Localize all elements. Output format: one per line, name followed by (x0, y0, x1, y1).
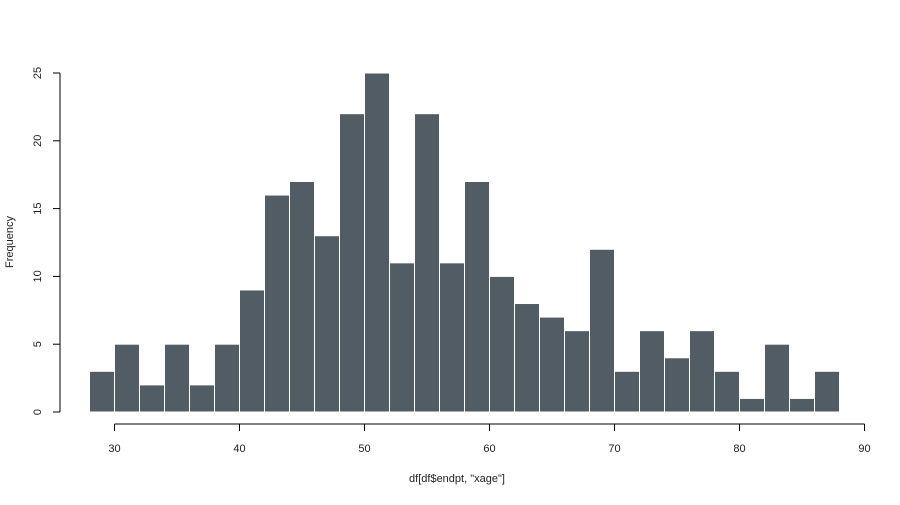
histogram-bar (714, 370, 740, 413)
histogram-bar (814, 370, 840, 413)
histogram-bar (214, 343, 240, 413)
histogram-bar (314, 235, 340, 413)
histogram-bar (564, 330, 590, 413)
histogram-bar (139, 384, 165, 413)
histogram-bar (89, 370, 115, 413)
x-tick-label: 50 (358, 443, 370, 455)
histogram-bar (264, 194, 290, 413)
histogram-bar (189, 384, 215, 413)
histogram-bar (339, 113, 365, 413)
x-axis: 30 40 50 60 70 80 90 (108, 423, 871, 455)
histogram-bar (539, 316, 565, 413)
histogram-bar (789, 397, 815, 413)
histogram-bar (614, 370, 640, 413)
histogram-bar (489, 275, 515, 413)
x-tick-label: 70 (608, 443, 620, 455)
histogram-bar (664, 357, 690, 413)
y-tick-label: 0 (32, 409, 44, 415)
histogram-bar (639, 330, 665, 413)
y-axis-label: Frequency (4, 216, 16, 268)
y-tick-label: 25 (32, 67, 44, 79)
histogram-bar (589, 248, 615, 413)
histogram-bar (439, 262, 465, 413)
y-axis: 0 5 10 15 20 25 (32, 67, 61, 415)
x-axis-label: df[df$endpt, "xage"] (409, 473, 505, 485)
y-tick-label: 5 (32, 341, 44, 347)
x-tick-label: 40 (233, 443, 245, 455)
y-tick-label: 10 (32, 270, 44, 282)
bars-group (89, 72, 840, 413)
histogram-bar (164, 343, 190, 413)
histogram-bar (689, 330, 715, 413)
x-tick-label: 90 (858, 443, 870, 455)
histogram-bar (114, 343, 140, 413)
histogram-bar (289, 180, 315, 413)
x-tick-label: 80 (733, 443, 745, 455)
y-tick-label: 15 (32, 202, 44, 214)
histogram-bar (239, 289, 265, 413)
y-tick-label: 20 (32, 135, 44, 147)
histogram-bar (414, 113, 440, 413)
histogram-bar (389, 262, 415, 413)
x-tick-label: 30 (108, 443, 120, 455)
histogram-bar (739, 397, 765, 413)
histogram-bar (514, 303, 540, 413)
histogram-bar (464, 180, 490, 413)
histogram-bar (364, 72, 390, 413)
x-tick-label: 60 (483, 443, 495, 455)
histogram-bar (764, 343, 790, 413)
